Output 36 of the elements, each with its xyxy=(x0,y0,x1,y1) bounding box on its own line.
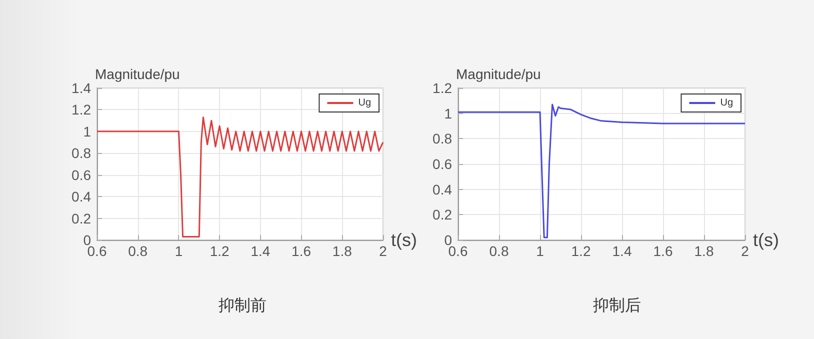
x-tick-label: 1.2 xyxy=(571,243,591,259)
x-tick-label: 1.6 xyxy=(292,243,312,259)
y-tick-label: 0.2 xyxy=(432,206,452,223)
y-tick-label: 0.8 xyxy=(432,130,452,147)
x-tick-label: 1.8 xyxy=(694,243,714,259)
y-tick-label: 0.4 xyxy=(72,188,92,205)
x-tick-label: 0.8 xyxy=(128,243,148,259)
x-tick-label: 1.4 xyxy=(250,243,270,259)
legend-label: Ug xyxy=(720,98,734,108)
x-axis-title: t(s) xyxy=(753,230,779,250)
y-tick-label: 1.2 xyxy=(72,102,92,118)
x-tick-label: 1.6 xyxy=(653,243,673,259)
x-tick-label: 2 xyxy=(741,243,750,259)
x-tick-label: 1.8 xyxy=(332,243,352,259)
y-tick-label: 1.4 xyxy=(72,80,92,96)
y-axis-title: Magnitude/pu xyxy=(456,66,541,82)
y-axis-title: Magnitude/pu xyxy=(95,66,180,82)
x-tick-label: 2 xyxy=(379,243,388,259)
y-tick-label: 0.2 xyxy=(72,210,92,226)
y-tick-label: 1 xyxy=(444,105,452,122)
x-tick-label: 1.2 xyxy=(210,243,230,259)
y-tick-label: 0.6 xyxy=(72,166,92,183)
text: 抑制后 xyxy=(593,296,641,314)
legend-label: Ug xyxy=(358,98,372,108)
line-series xyxy=(96,116,384,238)
x-tick-label: 1.4 xyxy=(612,243,632,259)
text: 抑制前 xyxy=(218,296,266,314)
y-tick-label: 1 xyxy=(83,123,92,140)
x-tick-label: 0.8 xyxy=(489,243,509,259)
x-axis-title: t(s) xyxy=(391,230,417,250)
x-tick-label: 1 xyxy=(536,243,544,259)
y-tick-label: 0.8 xyxy=(72,145,92,162)
x-tick-label: 1 xyxy=(174,243,183,259)
y-tick-label: 1.2 xyxy=(432,80,452,96)
y-tick-label: 0.6 xyxy=(432,156,452,172)
y-tick-label: 0.4 xyxy=(432,181,452,198)
